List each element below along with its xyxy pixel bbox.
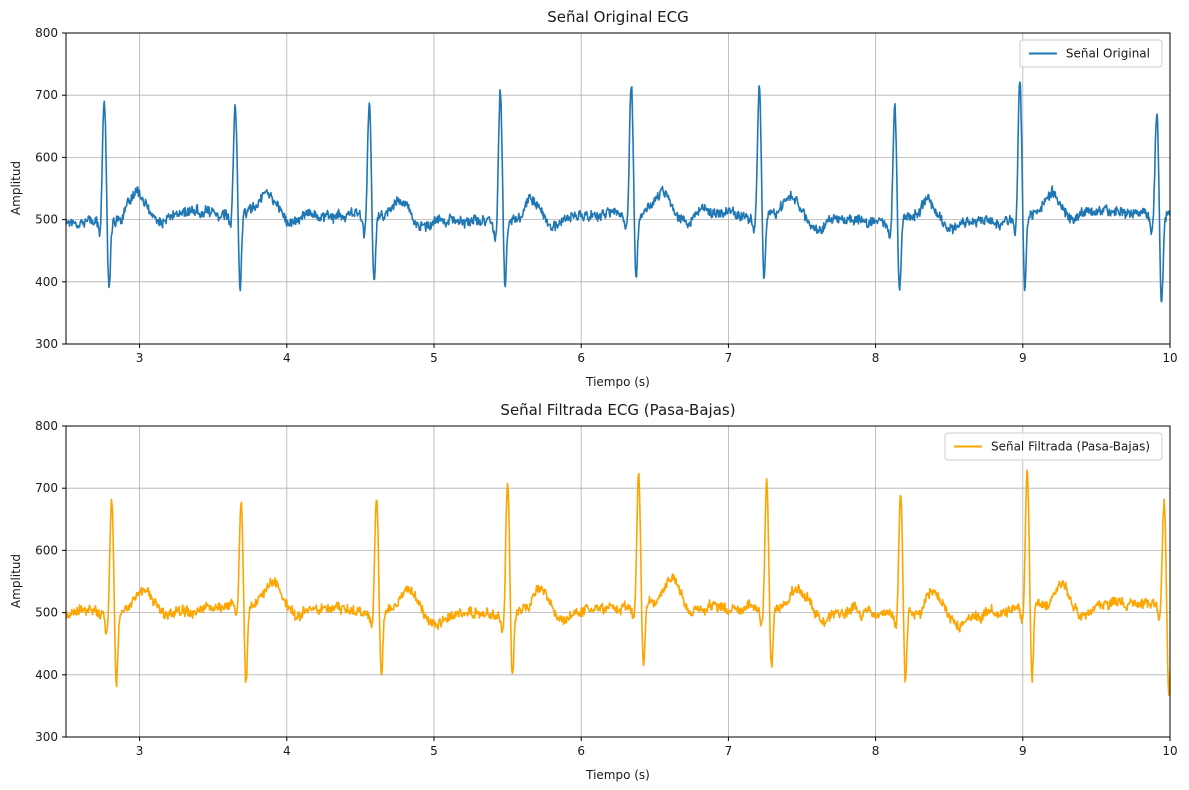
y-tick-label: 600 [35, 543, 58, 557]
chart-filtered: Señal Filtrada ECG (Pasa-Bajas) Tiempo (… [9, 401, 1178, 782]
x-tick-label: 5 [430, 744, 438, 758]
y-axis-label: Amplitud [9, 161, 23, 215]
y-tick-label: 500 [35, 213, 58, 227]
y-tick-label: 500 [35, 606, 58, 620]
chart-title: Señal Filtrada ECG (Pasa-Bajas) [500, 401, 735, 419]
grid [66, 32, 1171, 345]
x-tick-label: 10 [1162, 351, 1177, 365]
y-axis-label: Amplitud [9, 554, 23, 608]
plot-frame [65, 32, 1171, 345]
legend-box [1019, 39, 1163, 68]
series-line [66, 469, 1170, 696]
plot-frame [65, 425, 1171, 738]
x-tick-label: 6 [577, 351, 585, 365]
y-tick-label: 800 [35, 26, 58, 40]
legend-label: Señal Original [1066, 47, 1150, 61]
chart-title: Señal Original ECG [547, 8, 688, 26]
x-tick-label: 10 [1162, 744, 1177, 758]
y-tick-label: 300 [35, 337, 58, 351]
x-tick-label: 9 [1019, 744, 1027, 758]
x-tick-label: 3 [136, 351, 144, 365]
chart-original: Señal Original ECG Tiempo (s) Amplitud 3… [9, 8, 1178, 389]
grid [66, 425, 1171, 738]
x-tick-label: 7 [725, 351, 733, 365]
y-tick-label: 400 [35, 668, 58, 682]
y-tick-label: 700 [35, 88, 58, 102]
legend: Señal Filtrada (Pasa-Bajas) [944, 432, 1163, 461]
y-tick-label: 800 [35, 419, 58, 433]
x-tick-label: 6 [577, 744, 585, 758]
x-tick-label: 4 [283, 744, 291, 758]
y-tick-label: 700 [35, 481, 58, 495]
x-axis-label: Tiempo (s) [585, 768, 650, 782]
x-axis-label: Tiempo (s) [585, 375, 650, 389]
y-tick-label: 400 [35, 275, 58, 289]
x-tick-label: 8 [872, 351, 880, 365]
legend: Señal Original [1019, 39, 1163, 68]
x-tick-label: 3 [136, 744, 144, 758]
x-tick-label: 5 [430, 351, 438, 365]
legend-label: Señal Filtrada (Pasa-Bajas) [991, 440, 1150, 454]
x-tick-label: 7 [725, 744, 733, 758]
legend-box [944, 432, 1163, 461]
x-tick-label: 9 [1019, 351, 1027, 365]
x-tick-label: 4 [283, 351, 291, 365]
series-line [66, 81, 1170, 303]
y-tick-label: 300 [35, 730, 58, 744]
y-tick-label: 600 [35, 150, 58, 164]
x-tick-label: 8 [872, 744, 880, 758]
